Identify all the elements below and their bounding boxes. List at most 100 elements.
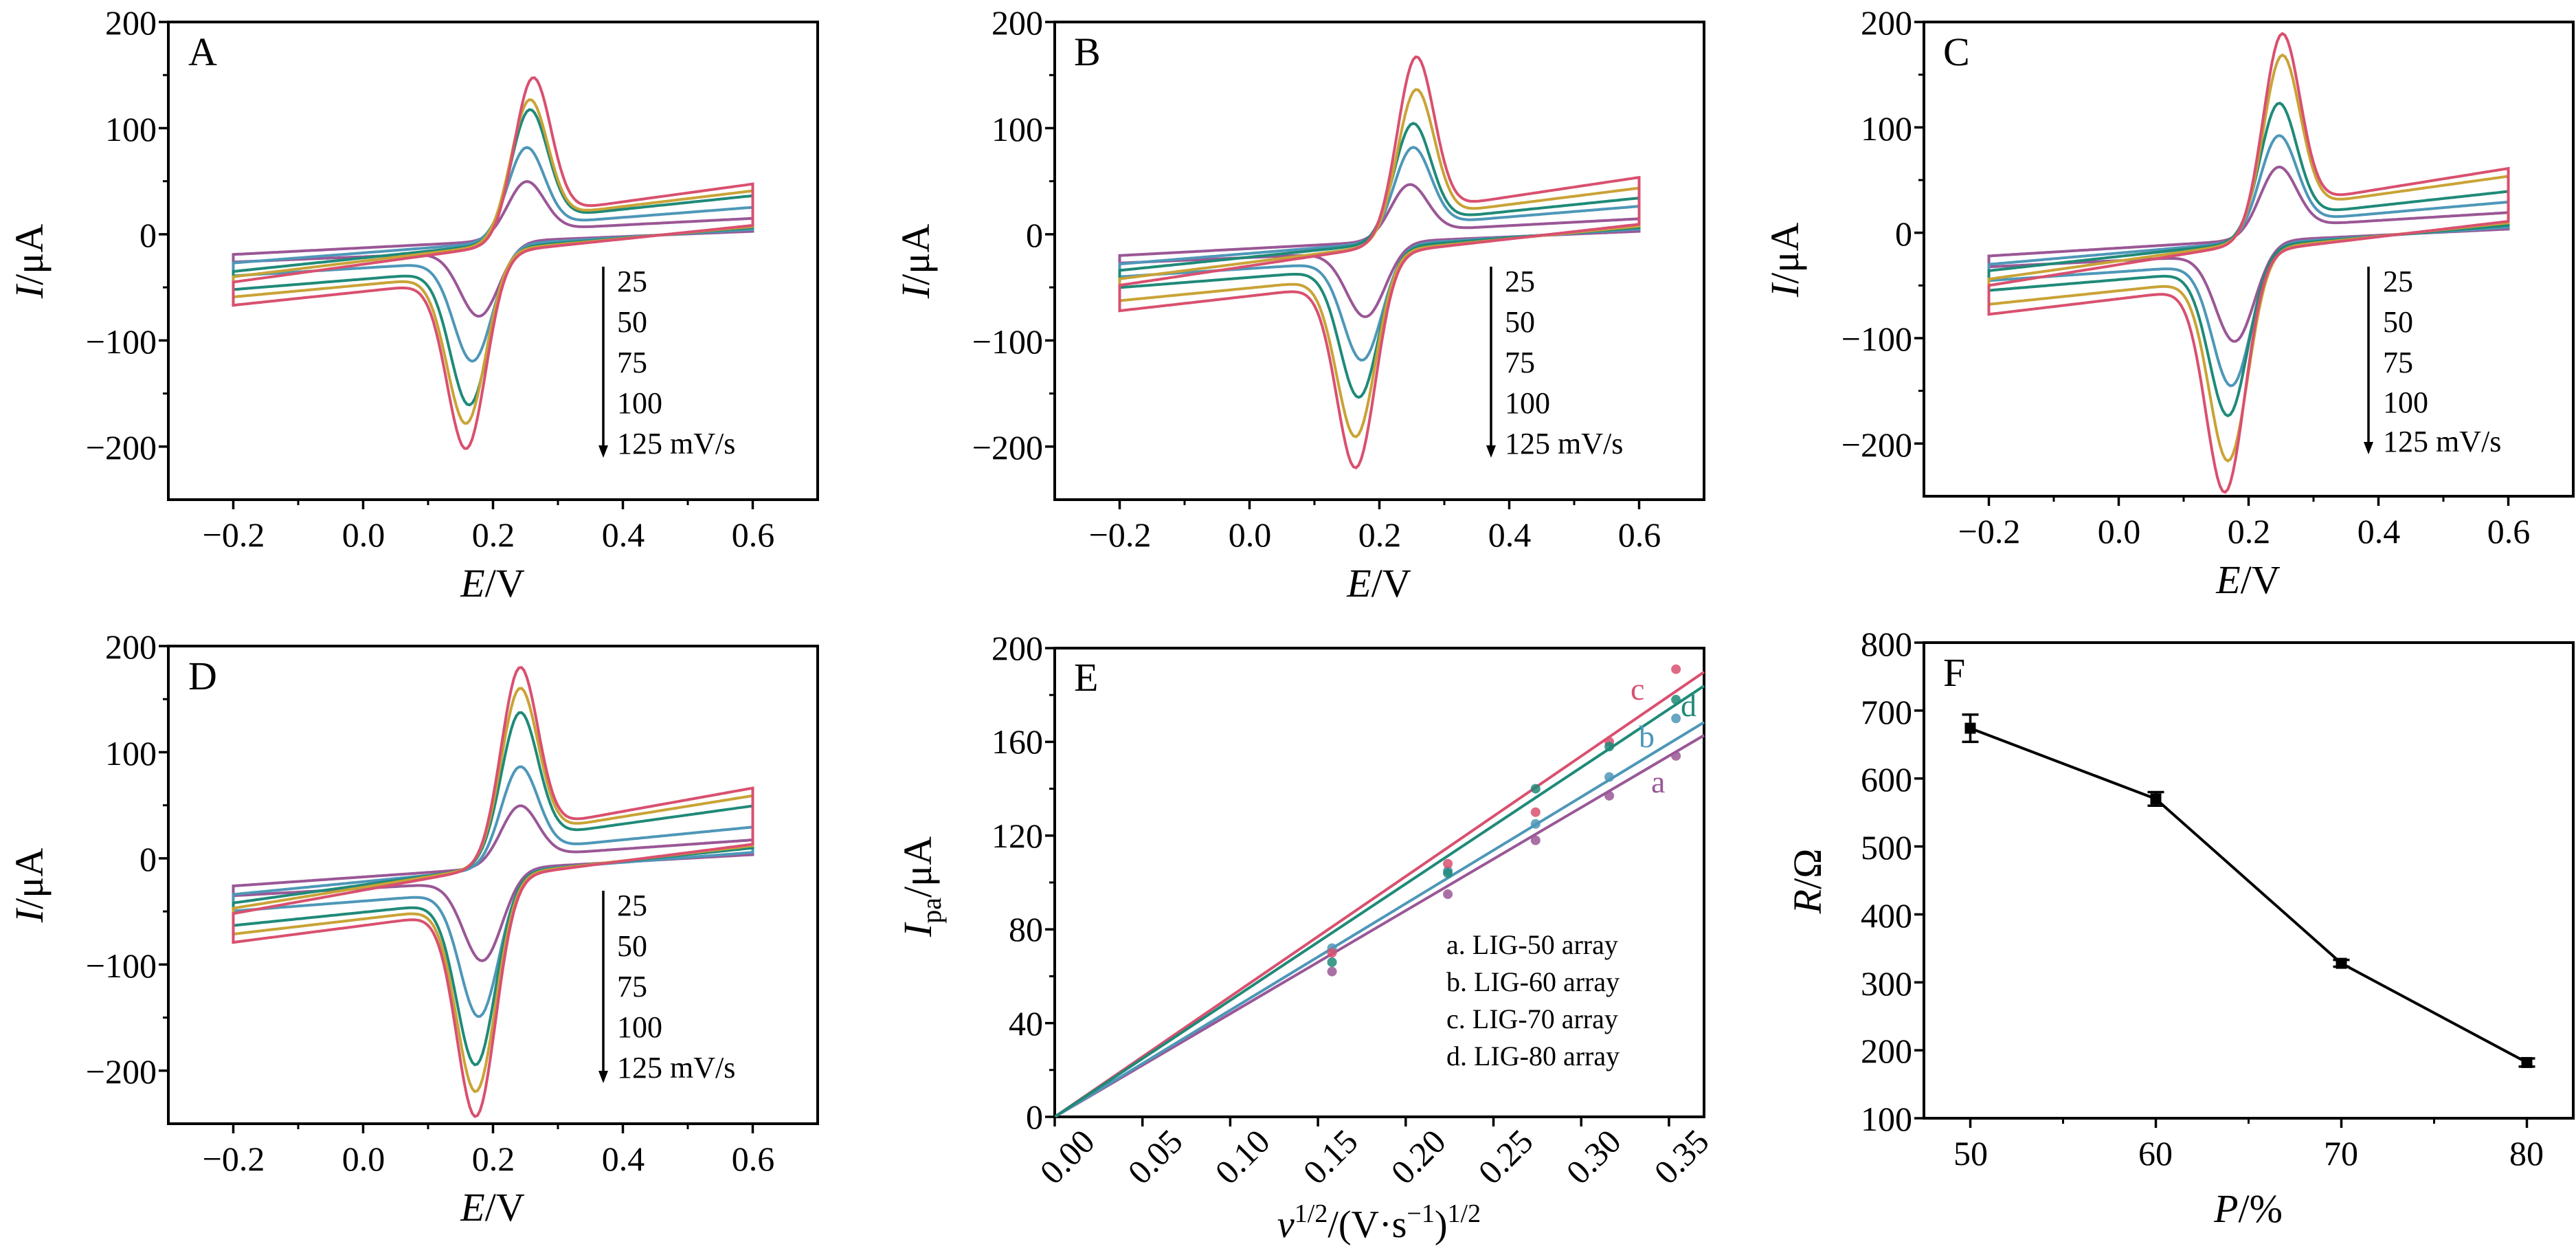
panel-d-x-tick-5: 0.6 bbox=[732, 1140, 775, 1178]
panel-a-scan-rate-5: 125 mV/s bbox=[617, 427, 735, 460]
panel-e-x-axis-sup1: 1/2 bbox=[1295, 1199, 1328, 1228]
panel-d-cv-curve-4 bbox=[232, 687, 754, 1093]
panel-a-y-axis-label: I/μA bbox=[7, 224, 52, 300]
panel-e-y-axis-label: Ipa/μA bbox=[895, 836, 947, 937]
panel-f-plot bbox=[1962, 713, 2535, 1068]
panel-b-x-tick-1: −0.2 bbox=[1089, 515, 1152, 554]
panel-c-scan-rate-4: 100 bbox=[2383, 386, 2428, 419]
panel-a-ticks bbox=[159, 21, 754, 509]
panel-a-cv-curve-5 bbox=[232, 76, 754, 450]
panel-c-x-tick-4: 0.4 bbox=[2357, 512, 2401, 551]
panel-d-scan-rate-1: 25 bbox=[617, 889, 647, 922]
panel-d-scan-rate-2: 50 bbox=[617, 929, 647, 963]
panel-d-x-tick-3: 0.2 bbox=[472, 1140, 515, 1178]
panel-d-x-tick-4: 0.4 bbox=[602, 1140, 645, 1178]
panel-c-cv-curve-4 bbox=[1987, 53, 2510, 463]
panel-e-y-axis-symbol: I bbox=[895, 922, 940, 937]
panel-a-x-tick-4: 0.4 bbox=[602, 515, 645, 554]
panel-b-x-tick-4: 0.4 bbox=[1488, 515, 1532, 554]
panel-e-legend-d: d. LIG-80 array bbox=[1446, 1041, 1620, 1071]
panel-f-y-tick-3: 300 bbox=[1861, 964, 1912, 1003]
panel-f-y-tick-4: 400 bbox=[1861, 896, 1912, 935]
panel-c-y-axis-label: I/μA bbox=[1762, 223, 1807, 298]
panel-f-point-3 bbox=[2336, 957, 2347, 969]
panel-c-y-tick-3: 0 bbox=[1895, 214, 1912, 253]
panel-e-point-d-1 bbox=[1327, 957, 1337, 967]
panel-b-cv-curve-4 bbox=[1118, 88, 1641, 438]
panel-e-x-tick-6: 0.25 bbox=[1470, 1122, 1540, 1191]
panel-d-scan-rate-annotation: 25 50 75 100 125 mV/s bbox=[598, 889, 735, 1085]
panel-e-y-tick-2: 40 bbox=[1009, 1004, 1043, 1043]
panel-a-x-tick-3: 0.2 bbox=[472, 515, 515, 554]
panel-e-point-a-1 bbox=[1327, 966, 1337, 977]
panel-d-y-tick-2: 100 bbox=[105, 734, 157, 773]
panel-b-scan-rate-3: 75 bbox=[1505, 346, 1535, 379]
panel-c-cv-curve-5 bbox=[1987, 32, 2510, 494]
panel-c-scan-arrow-head bbox=[2364, 442, 2373, 454]
panel-e-series-label-d: d bbox=[1681, 688, 1696, 723]
panel-d-x-tick-2: 0.0 bbox=[342, 1140, 385, 1178]
panel-e-x-tick-labels: 0.00 0.05 0.10 0.15 0.20 0.25 0.30 0.35 bbox=[1032, 1122, 1716, 1191]
panel-a-scan-rate-annotation: 25 50 75 100 125 mV/s bbox=[598, 265, 735, 460]
panel-b-cv-curve-3 bbox=[1118, 122, 1641, 399]
panel-c-scan-rate-3: 75 bbox=[2383, 346, 2413, 379]
panel-a-curves bbox=[232, 76, 754, 450]
panel-b-x-tick-2: 0.0 bbox=[1229, 515, 1272, 554]
panel-e-x-tick-8: 0.35 bbox=[1646, 1122, 1716, 1191]
panel-e-y-axis-unit: /μA bbox=[895, 836, 940, 898]
panel-c-label: C bbox=[1943, 30, 1970, 74]
panel-d-cv-curve-1 bbox=[232, 804, 754, 962]
panel-a-y-tick-5: −200 bbox=[86, 428, 157, 467]
panel-a-scan-rate-3: 75 bbox=[617, 346, 647, 379]
panel-f-x-tick-4: 80 bbox=[2509, 1134, 2544, 1173]
panel-a-y-tick-3: 0 bbox=[139, 216, 157, 254]
panel-b-y-tick-5: −200 bbox=[972, 428, 1043, 467]
panel-a-x-tick-1: −0.2 bbox=[203, 515, 265, 554]
panel-c-cv-curve-3 bbox=[1987, 101, 2510, 418]
panel-e-x-axis-end: ) bbox=[1435, 1203, 1448, 1246]
panel-b-scan-arrow-head bbox=[1486, 445, 1496, 458]
panel-e-point-d-4 bbox=[1604, 742, 1615, 752]
panel-e-fit-lines bbox=[1053, 671, 1705, 1118]
panel-e-x-tick-5: 0.20 bbox=[1383, 1122, 1453, 1191]
panel-e-y-axis-sub: pa bbox=[916, 898, 947, 924]
panel-d-y-tick-5: −200 bbox=[86, 1052, 157, 1091]
panel-f-point-2 bbox=[2150, 793, 2162, 805]
panel-a-scan-rate-1: 25 bbox=[617, 265, 647, 298]
panel-c-curves bbox=[1987, 32, 2510, 494]
panel-b: B −0.2 0.0 0.2 0.4 0.6 200 100 0 −100 −2… bbox=[893, 3, 1705, 606]
panel-e-series-label-b: b bbox=[1639, 719, 1655, 754]
panel-a-y-tick-1: 200 bbox=[105, 3, 157, 42]
panel-a-y-tick-4: −100 bbox=[86, 322, 157, 361]
panel-f-y-axis-label: R/Ω bbox=[1785, 849, 1830, 915]
panel-d-y-tick-3: 0 bbox=[139, 840, 157, 878]
panel-f-line bbox=[1969, 726, 2528, 1064]
panel-f-y-tick-2: 200 bbox=[1861, 1032, 1912, 1070]
panel-f-y-tick-1: 100 bbox=[1861, 1100, 1912, 1138]
panel-c-scan-rate-5: 125 mV/s bbox=[2383, 425, 2501, 458]
panel-b-label: B bbox=[1074, 30, 1101, 74]
panel-e-y-tick-3: 80 bbox=[1009, 910, 1043, 948]
panel-d-scan-rate-4: 100 bbox=[617, 1010, 662, 1044]
panel-c-cv-curve-2 bbox=[1987, 134, 2510, 388]
panel-c-x-tick-1: −0.2 bbox=[1958, 512, 2021, 551]
panel-e-fit-line-d bbox=[1053, 685, 1705, 1118]
panel-d-x-tick-1: −0.2 bbox=[203, 1140, 265, 1178]
panel-a-cv-curve-2 bbox=[232, 146, 754, 363]
panel-f-x-axis-label: P/% bbox=[2213, 1186, 2283, 1231]
panel-e-point-d-5 bbox=[1671, 695, 1681, 705]
panel-e-point-b-4 bbox=[1604, 772, 1615, 782]
panel-b-ticks bbox=[1045, 21, 1641, 509]
panel-e-legend-c: c. LIG-70 array bbox=[1446, 1003, 1618, 1034]
panel-d: D −0.2 0.0 0.2 0.4 0.6 200 100 0 −100 −2… bbox=[7, 628, 819, 1230]
panel-b-x-tick-5: 0.6 bbox=[1618, 515, 1661, 554]
panel-a-x-tick-5: 0.6 bbox=[732, 515, 775, 554]
panel-c-y-tick-1: 200 bbox=[1861, 3, 1912, 42]
panel-e-point-b-3 bbox=[1530, 819, 1541, 829]
panel-d-label: D bbox=[188, 654, 217, 698]
panel-d-scan-arrow-head bbox=[598, 1071, 608, 1083]
panel-a-cv-curve-4 bbox=[232, 98, 754, 425]
panel-e-point-b-5 bbox=[1671, 713, 1681, 724]
panel-e-point-c-2 bbox=[1443, 858, 1453, 869]
